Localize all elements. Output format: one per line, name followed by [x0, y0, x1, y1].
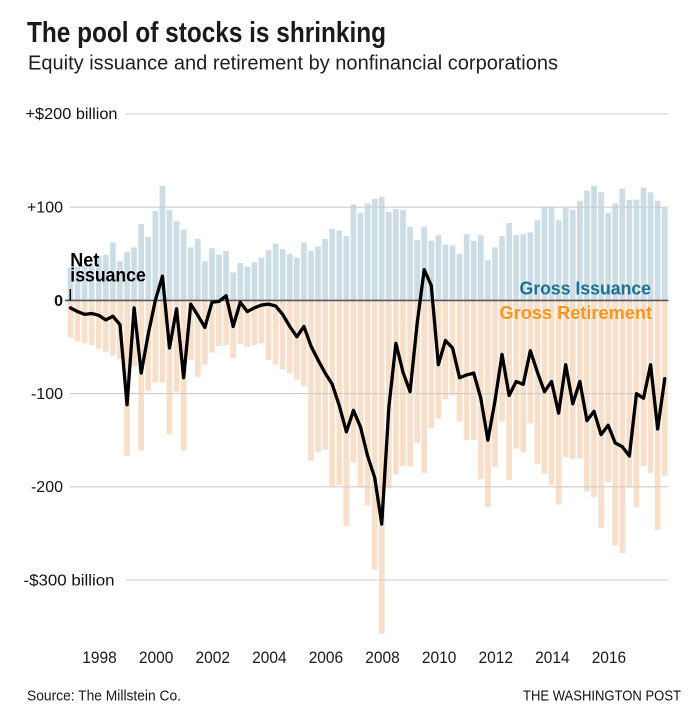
svg-text:2016: 2016 [592, 648, 627, 667]
svg-text:-$300 billion: -$300 billion [24, 572, 115, 589]
svg-text:issuance: issuance [70, 264, 146, 286]
svg-text:-100: -100 [31, 386, 63, 403]
svg-text:Source: The Millstein Co.: Source: The Millstein Co. [27, 688, 181, 705]
svg-text:Net: Net [70, 249, 99, 271]
svg-text:2010: 2010 [422, 648, 457, 667]
svg-text:2002: 2002 [196, 648, 231, 667]
svg-text:The pool of stocks is shrinkin: The pool of stocks is shrinking [27, 17, 386, 49]
svg-text:+100: +100 [27, 199, 63, 216]
svg-text:1998: 1998 [82, 648, 117, 667]
svg-text:2000: 2000 [139, 648, 174, 667]
svg-text:Gross Issuance: Gross Issuance [520, 279, 652, 299]
svg-text:2006: 2006 [309, 648, 344, 667]
svg-text:THE WASHINGTON POST: THE WASHINGTON POST [523, 688, 681, 705]
svg-text:+$200 billion: +$200 billion [26, 106, 118, 123]
svg-text:2012: 2012 [479, 648, 514, 667]
svg-text:2004: 2004 [252, 648, 287, 667]
svg-text:Equity issuance and retirement: Equity issuance and retirement by nonfin… [28, 53, 558, 75]
svg-text:-200: -200 [31, 479, 63, 496]
svg-text:0: 0 [54, 293, 63, 310]
svg-text:2014: 2014 [535, 648, 570, 667]
svg-text:2008: 2008 [365, 648, 400, 667]
svg-text:Gross Retirement: Gross Retirement [500, 303, 653, 323]
